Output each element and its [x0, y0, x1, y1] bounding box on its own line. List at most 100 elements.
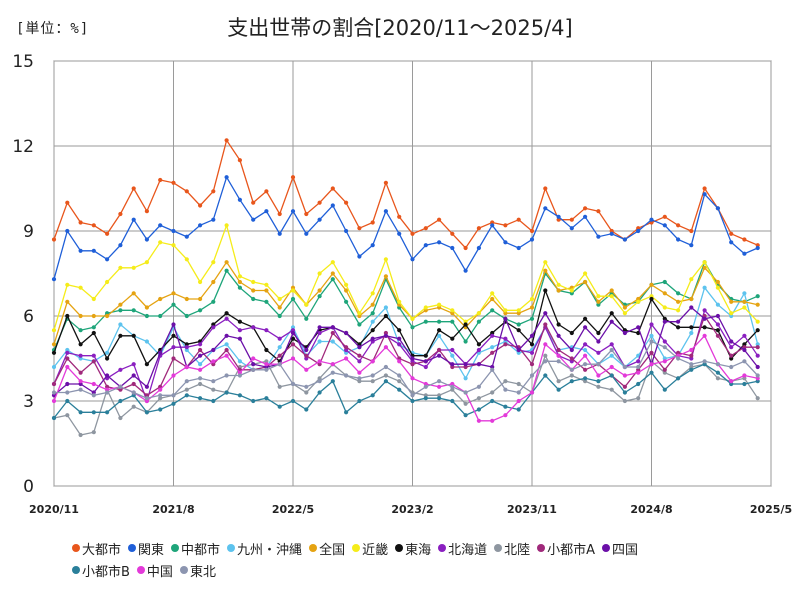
data-point: [370, 359, 375, 364]
data-point: [596, 234, 601, 239]
data-point: [211, 260, 216, 265]
data-point: [277, 345, 282, 350]
data-point: [702, 265, 707, 270]
data-point: [503, 240, 508, 245]
data-point: [237, 158, 242, 163]
data-point: [410, 398, 415, 404]
data-point: [729, 231, 734, 236]
data-point: [596, 350, 601, 355]
data-point: [516, 308, 521, 313]
data-point: [596, 330, 601, 336]
data-point: [330, 186, 335, 191]
data-point: [198, 381, 203, 387]
x-tick-label: 2020/11: [29, 503, 79, 516]
data-point: [609, 347, 614, 353]
data-point: [742, 291, 747, 296]
legend-label: 東北: [189, 564, 216, 580]
data-point: [755, 353, 760, 358]
data-point: [91, 330, 96, 336]
data-point: [516, 311, 521, 316]
data-point: [344, 282, 349, 287]
data-point: [702, 308, 707, 313]
data-point: [676, 319, 681, 324]
data-point: [65, 364, 70, 370]
data-point: [65, 299, 70, 304]
data-point: [596, 209, 601, 214]
data-point: [583, 376, 588, 381]
data-point: [290, 356, 296, 361]
data-point: [357, 254, 362, 259]
data-point: [729, 339, 734, 344]
data-point: [636, 370, 641, 375]
data-point: [715, 322, 721, 327]
data-point: [503, 311, 508, 316]
data-point: [78, 410, 83, 415]
data-point: [556, 379, 561, 384]
y-tick-label: 0: [23, 477, 34, 497]
data-point: [51, 342, 57, 347]
legend-label: 九州・沖縄: [237, 542, 303, 558]
data-point: [211, 217, 216, 222]
data-point: [65, 200, 70, 205]
data-point: [105, 356, 110, 361]
data-point: [171, 322, 176, 327]
data-point: [290, 342, 296, 347]
data-point: [622, 373, 628, 378]
data-point: [158, 223, 163, 228]
data-point: [357, 376, 362, 381]
data-point: [198, 376, 203, 381]
data-point: [78, 370, 83, 375]
data-point: [463, 322, 468, 327]
data-point: [65, 356, 70, 361]
legend-marker: [136, 566, 145, 574]
legend-marker: [352, 544, 361, 552]
data-point: [144, 362, 149, 367]
data-point: [609, 311, 614, 316]
data-point: [304, 407, 309, 412]
data-point: [423, 384, 428, 389]
data-point: [290, 175, 296, 180]
series-line: [54, 340, 759, 399]
data-point: [290, 209, 296, 214]
data-point: [65, 313, 70, 319]
data-point: [118, 367, 123, 372]
legend-label: 全国: [319, 542, 346, 558]
data-point: [105, 384, 110, 389]
legend-item: 小都市A: [537, 539, 595, 558]
data-point: [370, 379, 375, 384]
data-point: [636, 381, 641, 387]
data-point: [171, 401, 176, 406]
legend-item: 中国: [136, 561, 173, 580]
legend-marker: [72, 544, 80, 552]
data-point: [529, 316, 535, 321]
data-point: [689, 362, 694, 367]
data-point: [662, 305, 667, 310]
data-point: [755, 319, 760, 324]
data-point: [715, 328, 721, 333]
legend-marker: [494, 544, 503, 552]
data-point: [649, 333, 654, 338]
data-point: [556, 288, 561, 293]
data-point: [290, 381, 296, 387]
data-point: [410, 316, 415, 321]
data-point: [529, 296, 535, 302]
data-point: [211, 189, 216, 194]
legend-item: 関東: [128, 539, 164, 558]
data-point: [742, 342, 747, 347]
data-point: [357, 398, 362, 404]
data-point: [237, 274, 242, 279]
data-point: [583, 367, 588, 372]
data-point: [330, 277, 335, 282]
data-point: [437, 353, 442, 358]
data-point: [237, 197, 242, 202]
data-point: [490, 398, 495, 404]
x-tick-label: 2021/8: [152, 503, 194, 516]
data-point: [317, 379, 322, 384]
data-point: [118, 415, 123, 421]
data-point: [649, 362, 654, 367]
data-point: [450, 398, 455, 404]
data-point: [662, 339, 667, 344]
data-point: [144, 237, 149, 242]
data-point: [317, 271, 322, 276]
data-point: [543, 186, 548, 191]
